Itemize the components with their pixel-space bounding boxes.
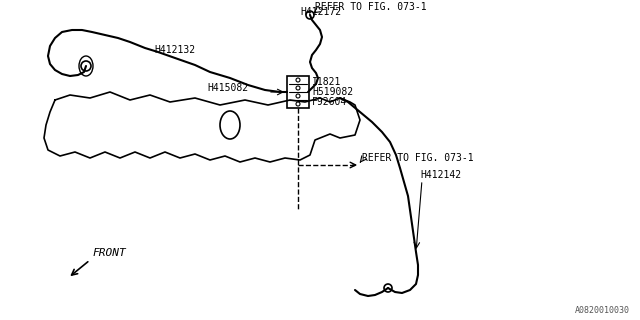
- Bar: [287, 76, 309, 108]
- Text: FRONT: FRONT: [92, 248, 125, 258]
- Text: F92604: F92604: [312, 97, 348, 107]
- Text: I1821: I1821: [312, 77, 341, 87]
- Text: H415082: H415082: [207, 83, 248, 93]
- Text: A0820010030: A0820010030: [575, 306, 630, 315]
- Text: REFER TO FIG. 073-1: REFER TO FIG. 073-1: [362, 153, 474, 163]
- Text: H412172: H412172: [300, 7, 341, 17]
- Text: H412142: H412142: [420, 170, 461, 180]
- Text: H519082: H519082: [312, 87, 353, 97]
- Text: H412132: H412132: [154, 45, 195, 55]
- Text: REFER TO FIG. 073-1: REFER TO FIG. 073-1: [315, 2, 427, 12]
